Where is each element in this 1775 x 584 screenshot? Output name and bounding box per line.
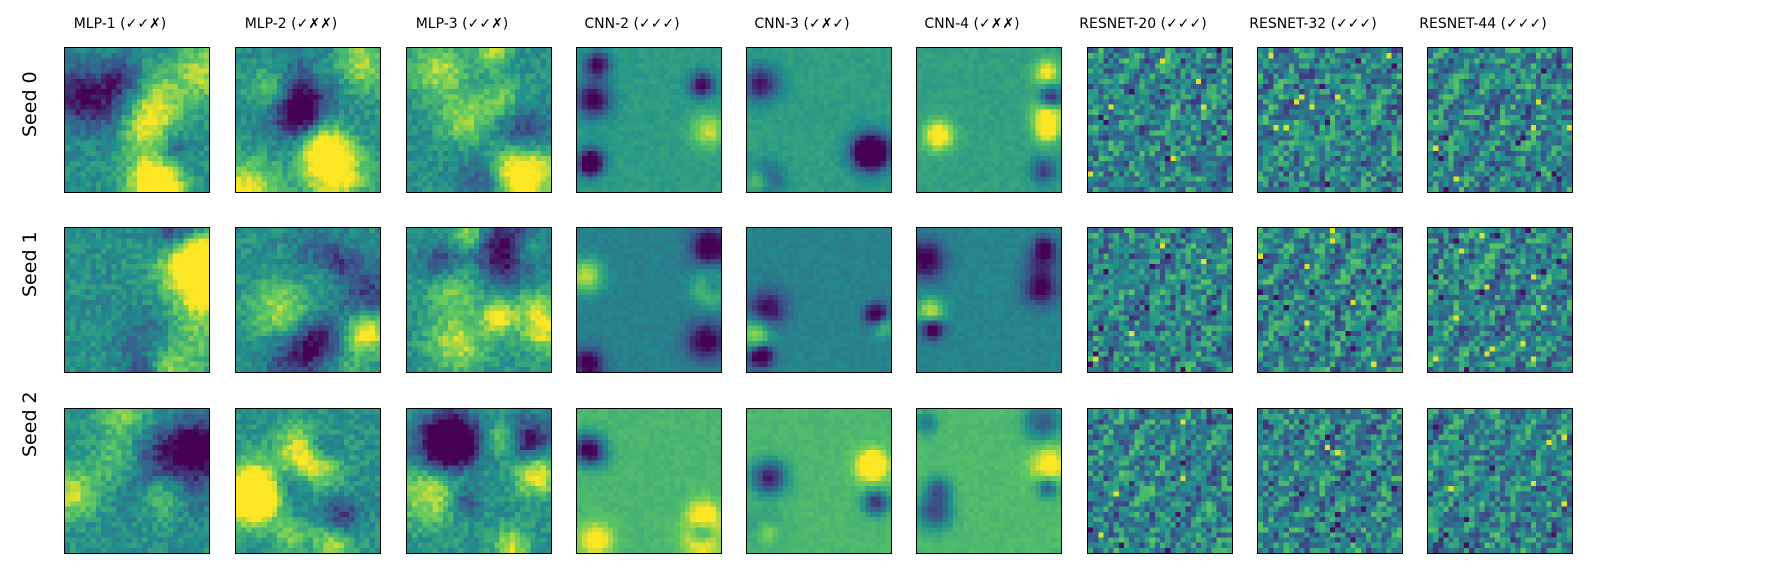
column-title-resnet-32: RESNET-32 (✓✓✓): [1213, 16, 1413, 32]
column-title-resnet-20: RESNET-20 (✓✓✓): [1043, 16, 1243, 32]
heatmap-panel: [1427, 227, 1573, 373]
heatmap-panel: [746, 408, 892, 554]
row-label-seed-1: Seed 1: [19, 231, 41, 297]
column-title-mlp-1: MLP-1 (✓✓✗): [20, 16, 220, 32]
heatmap-panel: [406, 227, 552, 373]
heatmap-panel: [1257, 408, 1403, 554]
heatmap-panel: [576, 227, 722, 373]
heatmap-panel: [1087, 408, 1233, 554]
heatmap-panel: [916, 408, 1062, 554]
heatmap-panel: [64, 47, 210, 193]
heatmap-panel: [576, 408, 722, 554]
heatmap-panel: [916, 227, 1062, 373]
column-title-mlp-3: MLP-3 (✓✓✗): [362, 16, 562, 32]
heatmap-panel: [64, 408, 210, 554]
heatmap-panel: [576, 47, 722, 193]
column-title-cnn-4: CNN-4 (✓✗✗): [872, 16, 1072, 32]
column-title-resnet-44: RESNET-44 (✓✓✓): [1383, 16, 1583, 32]
heatmap-panel: [64, 227, 210, 373]
heatmap-panel: [746, 227, 892, 373]
row-label-seed-0: Seed 0: [19, 71, 41, 137]
column-title-mlp-2: MLP-2 (✓✗✗): [191, 16, 391, 32]
heatmap-panel: [406, 47, 552, 193]
heatmap-panel: [746, 47, 892, 193]
heatmap-panel: [1087, 47, 1233, 193]
heatmap-panel: [235, 47, 381, 193]
heatmap-panel: [1087, 227, 1233, 373]
column-title-cnn-2: CNN-2 (✓✓✓): [532, 16, 732, 32]
heatmap-panel: [406, 408, 552, 554]
column-title-cnn-3: CNN-3 (✓✗✓): [702, 16, 902, 32]
row-label-seed-2: Seed 2: [19, 391, 41, 457]
heatmap-panel: [1427, 47, 1573, 193]
heatmap-panel: [916, 47, 1062, 193]
heatmap-panel: [235, 408, 381, 554]
heatmap-panel: [235, 227, 381, 373]
heatmap-panel: [1257, 47, 1403, 193]
heatmap-panel: [1427, 408, 1573, 554]
heatmap-panel: [1257, 227, 1403, 373]
